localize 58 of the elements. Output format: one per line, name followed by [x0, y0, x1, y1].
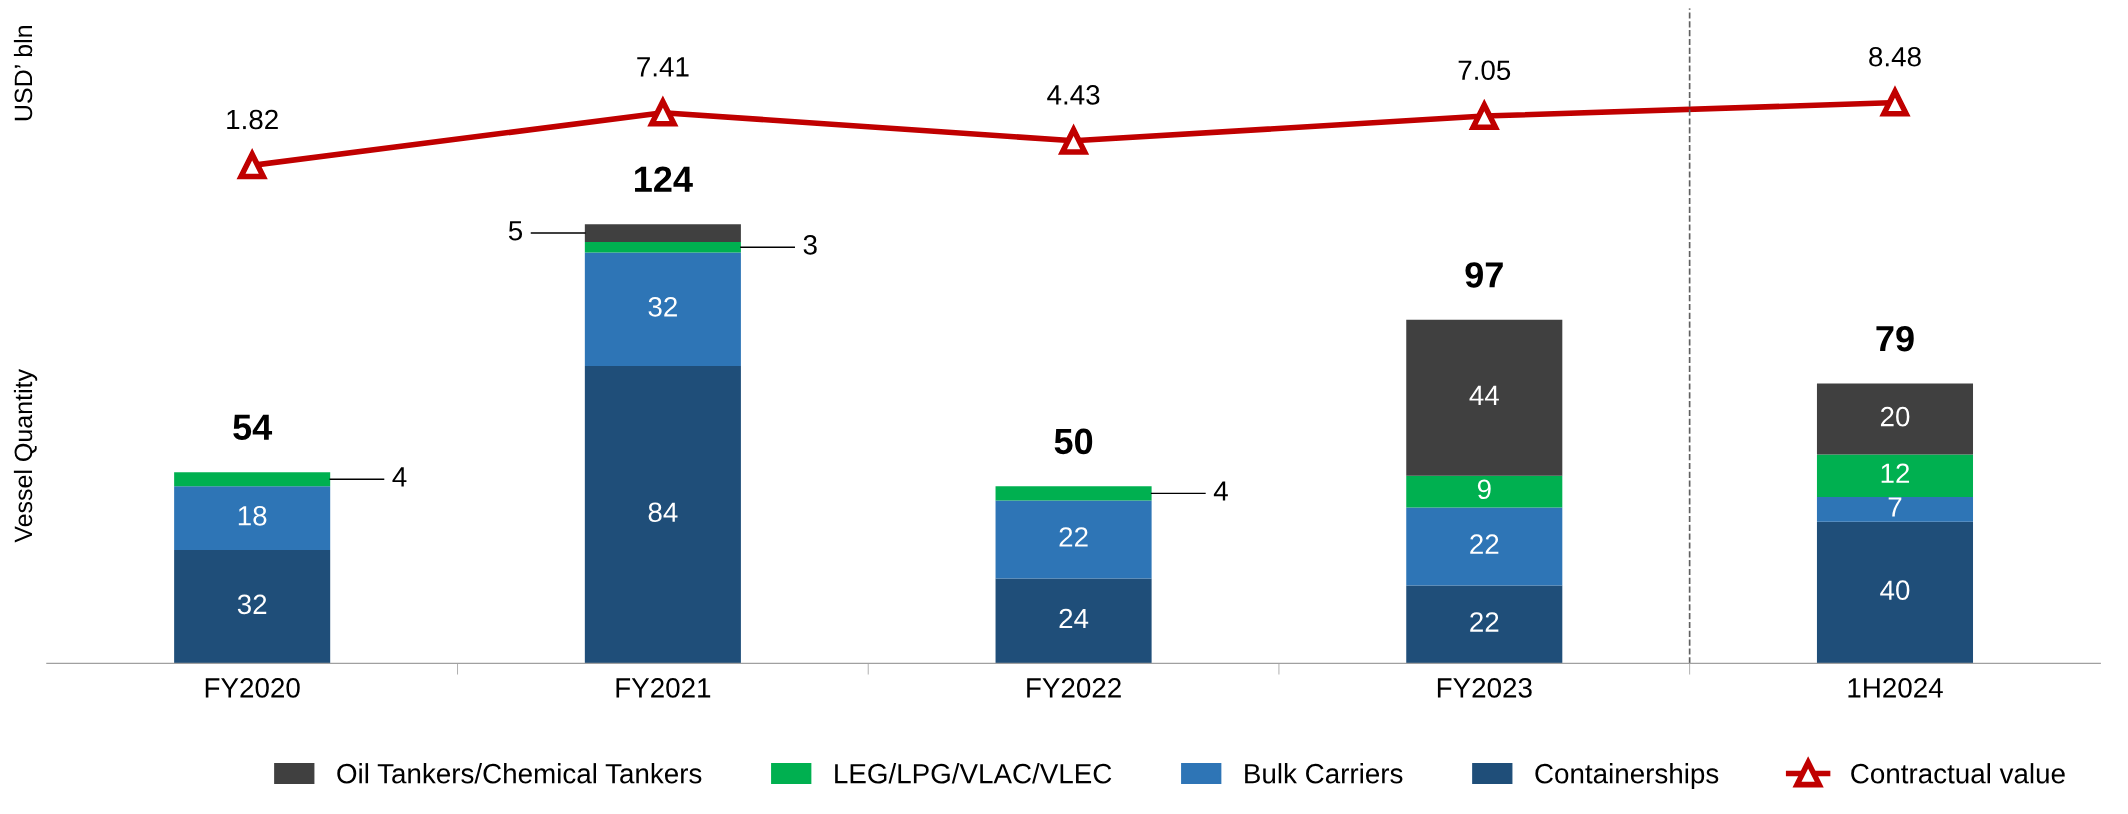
data-label: 5 — [508, 221, 523, 241]
bar — [995, 578, 1152, 664]
legend-label: Oil Tankers/Chemical Tankers — [337, 763, 702, 784]
data-label: 32 — [648, 297, 677, 317]
data-label: 7.41 — [637, 57, 689, 77]
legend-label: Contractual value — [1851, 763, 2065, 784]
bar — [1816, 454, 1974, 497]
data-label: 4 — [392, 467, 407, 487]
bar — [584, 365, 741, 664]
data-label: 7 — [1888, 497, 1902, 517]
legend-label: Bulk Carriers — [1245, 763, 1403, 784]
x-tick-label: FY2023 — [1437, 678, 1532, 698]
data-label: 18 — [238, 505, 267, 526]
data-label: 32 — [237, 594, 267, 615]
total-label: 50 — [1054, 428, 1093, 455]
data-label: 44 — [1469, 385, 1499, 405]
legend-label: Containerships — [1535, 763, 1719, 789]
data-label: 24 — [1059, 608, 1089, 629]
data-label: 7.05 — [1458, 60, 1511, 81]
x-tick-label: 1H2024 — [1848, 678, 1943, 698]
y2-axis-title: USD’ bln — [13, 26, 33, 121]
bar — [1816, 383, 1974, 455]
y-axis-title: Vessel Quantity — [13, 369, 38, 543]
total-label: 54 — [233, 414, 273, 440]
data-label: 40 — [1880, 580, 1910, 601]
bar — [1406, 507, 1563, 586]
data-label: 20 — [1880, 406, 1910, 427]
bar — [1406, 475, 1563, 508]
data-label: 4.43 — [1047, 85, 1100, 105]
total-label: 79 — [1876, 325, 1914, 352]
data-label: 4 — [1213, 481, 1228, 501]
data-label: 22 — [1470, 534, 1499, 554]
bar — [1816, 521, 1974, 664]
x-tick-label: FY2021 — [616, 678, 711, 698]
bar — [1816, 496, 1974, 522]
bar — [995, 500, 1152, 579]
bar — [1406, 319, 1563, 476]
bar — [1406, 585, 1563, 664]
bar — [584, 252, 741, 366]
legend-label: LEG/LPG/VLAC/VLEC — [835, 763, 1112, 784]
data-label: 9 — [1477, 479, 1491, 500]
x-tick-label: FY2022 — [1027, 678, 1121, 698]
bar — [174, 472, 331, 487]
bar — [174, 486, 331, 551]
total-label: 97 — [1465, 262, 1503, 288]
data-label: 3 — [803, 235, 817, 255]
data-label: 1.82 — [227, 109, 278, 130]
data-label: 22 — [1059, 527, 1088, 547]
data-label: 22 — [1470, 612, 1499, 632]
bar — [584, 224, 741, 242]
data-label: 84 — [648, 502, 678, 523]
bar — [584, 241, 741, 253]
x-tick-label: FY2020 — [205, 678, 300, 698]
data-label: 8.48 — [1869, 46, 1921, 67]
bar — [995, 486, 1152, 501]
bar — [174, 550, 331, 664]
data-label: 12 — [1881, 463, 1910, 483]
total-label: 124 — [635, 166, 693, 192]
